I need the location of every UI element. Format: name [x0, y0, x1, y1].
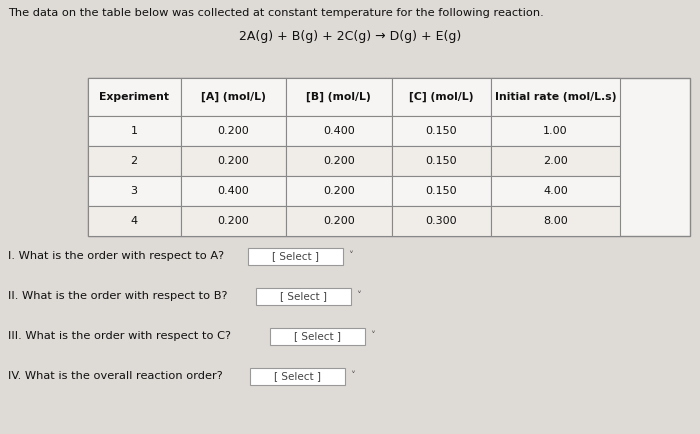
- Bar: [286, 206, 391, 236]
- Text: 0.200: 0.200: [323, 216, 355, 226]
- Bar: [491, 176, 620, 206]
- Bar: [286, 146, 391, 176]
- Text: 4.00: 4.00: [543, 186, 568, 196]
- Text: IV. What is the overall reaction order?: IV. What is the overall reaction order?: [8, 371, 223, 381]
- Bar: [491, 116, 620, 146]
- Text: 0.200: 0.200: [323, 186, 355, 196]
- Text: 0.200: 0.200: [218, 126, 249, 136]
- Bar: [391, 116, 491, 146]
- Text: [ Select ]: [ Select ]: [280, 291, 327, 301]
- Bar: [491, 206, 620, 236]
- Bar: [181, 206, 286, 236]
- Bar: [270, 328, 365, 345]
- Text: 2.00: 2.00: [543, 156, 568, 166]
- Bar: [88, 206, 181, 236]
- Bar: [286, 78, 391, 116]
- Text: I. What is the order with respect to A?: I. What is the order with respect to A?: [8, 251, 224, 261]
- Bar: [181, 176, 286, 206]
- Text: 1.00: 1.00: [543, 126, 568, 136]
- Text: ˅: ˅: [370, 331, 375, 341]
- Bar: [491, 78, 620, 116]
- Bar: [391, 78, 491, 116]
- Text: The data on the table below was collected at constant temperature for the follow: The data on the table below was collecte…: [8, 8, 544, 18]
- Text: [B] (mol/L): [B] (mol/L): [307, 92, 371, 102]
- Text: [C] (mol/L): [C] (mol/L): [409, 92, 473, 102]
- Text: Experiment: Experiment: [99, 92, 169, 102]
- Text: 1: 1: [131, 126, 138, 136]
- Text: 0.150: 0.150: [426, 186, 457, 196]
- Bar: [88, 78, 181, 116]
- Text: 0.300: 0.300: [426, 216, 457, 226]
- Text: 0.200: 0.200: [218, 216, 249, 226]
- Bar: [286, 176, 391, 206]
- Text: 0.400: 0.400: [218, 186, 249, 196]
- Bar: [391, 206, 491, 236]
- Text: Initial rate (mol/L.s): Initial rate (mol/L.s): [495, 92, 616, 102]
- Bar: [491, 146, 620, 176]
- Text: 8.00: 8.00: [543, 216, 568, 226]
- Text: 3: 3: [131, 186, 138, 196]
- Bar: [250, 368, 345, 385]
- Bar: [88, 78, 690, 236]
- Text: [A] (mol/L): [A] (mol/L): [201, 92, 266, 102]
- Text: 0.200: 0.200: [218, 156, 249, 166]
- Text: ˅: ˅: [351, 371, 356, 381]
- Text: ˅: ˅: [356, 291, 361, 301]
- Text: 4: 4: [131, 216, 138, 226]
- Text: 0.150: 0.150: [426, 156, 457, 166]
- Text: [ Select ]: [ Select ]: [274, 371, 321, 381]
- Bar: [391, 146, 491, 176]
- Bar: [181, 78, 286, 116]
- Bar: [181, 146, 286, 176]
- Bar: [248, 247, 343, 264]
- Text: 2A(g) + B(g) + 2C(g) → D(g) + E(g): 2A(g) + B(g) + 2C(g) → D(g) + E(g): [239, 30, 461, 43]
- Text: 0.200: 0.200: [323, 156, 355, 166]
- Bar: [88, 176, 181, 206]
- Bar: [88, 146, 181, 176]
- Bar: [286, 116, 391, 146]
- Text: II. What is the order with respect to B?: II. What is the order with respect to B?: [8, 291, 228, 301]
- Bar: [256, 287, 351, 305]
- Text: 0.150: 0.150: [426, 126, 457, 136]
- Bar: [391, 176, 491, 206]
- Text: 0.400: 0.400: [323, 126, 355, 136]
- Text: III. What is the order with respect to C?: III. What is the order with respect to C…: [8, 331, 231, 341]
- Bar: [88, 116, 181, 146]
- Text: [ Select ]: [ Select ]: [294, 331, 341, 341]
- Text: ˅: ˅: [349, 251, 354, 261]
- Text: [ Select ]: [ Select ]: [272, 251, 319, 261]
- Text: 2: 2: [131, 156, 138, 166]
- Bar: [181, 116, 286, 146]
